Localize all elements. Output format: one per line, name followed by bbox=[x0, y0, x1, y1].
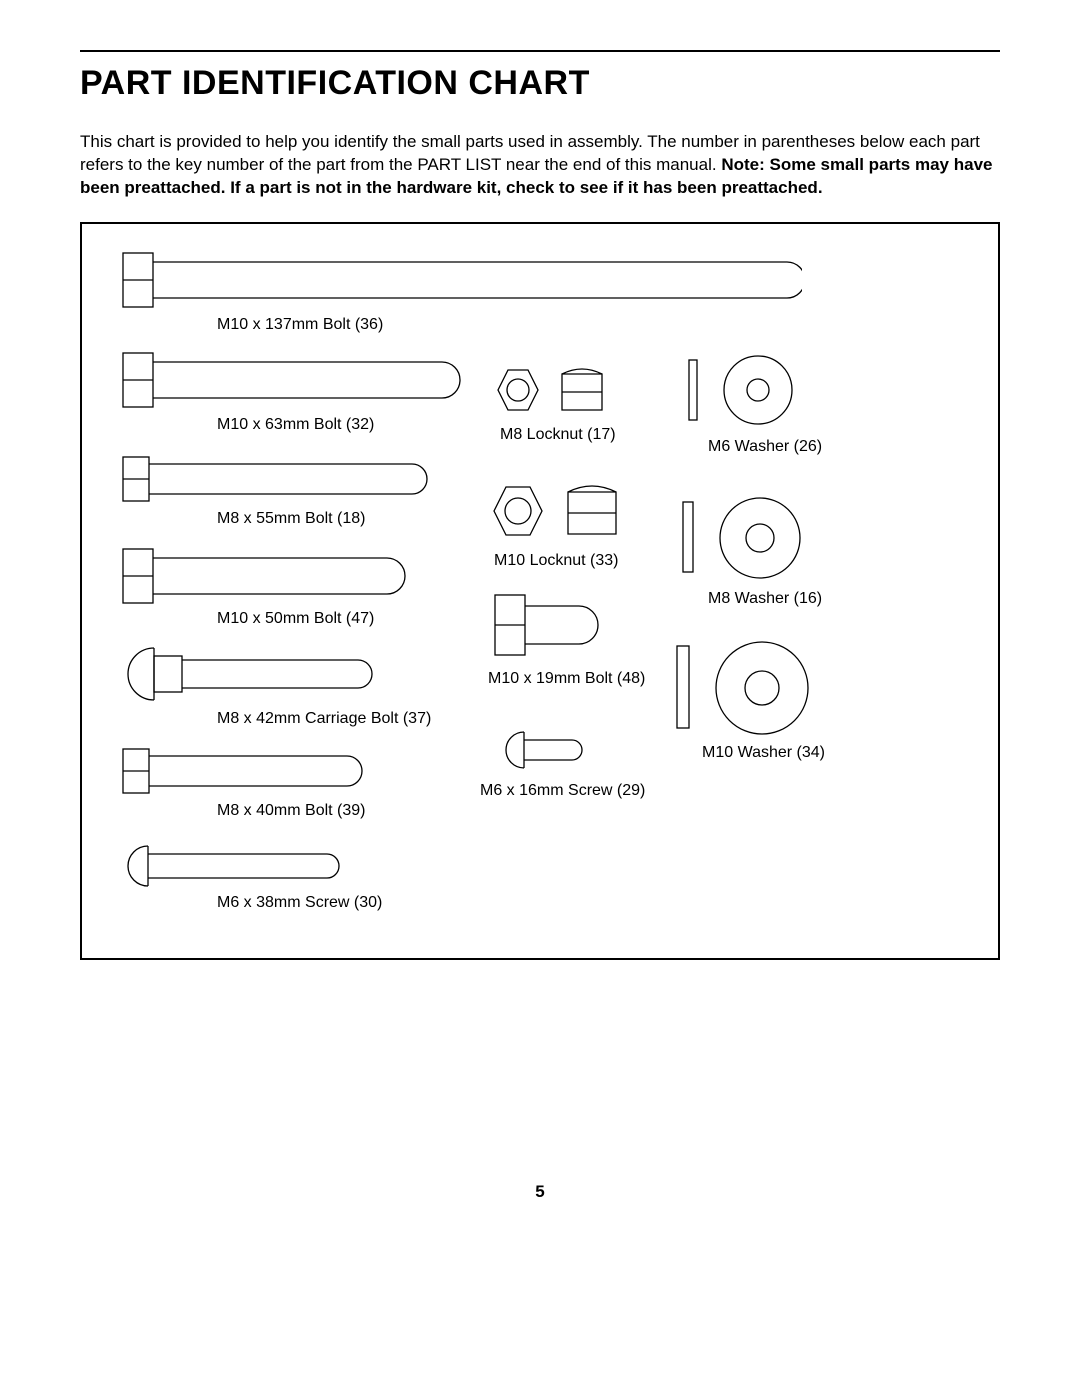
washer-icon bbox=[682, 496, 812, 580]
part-bolt-63: M10 x 63mm Bolt (32) bbox=[122, 352, 462, 410]
part-bolt-55: M8 x 55mm Bolt (18) bbox=[122, 456, 432, 504]
part-label: M8 x 42mm Carriage Bolt (37) bbox=[217, 710, 431, 728]
carriage-bolt-icon bbox=[122, 644, 382, 706]
screw-icon bbox=[122, 842, 352, 890]
part-washer-m8: M8 Washer (16) bbox=[682, 496, 812, 580]
page-number: 5 bbox=[0, 1182, 1080, 1202]
locknut-icon bbox=[478, 476, 628, 546]
bolt-icon bbox=[122, 352, 462, 410]
part-label: M10 Washer (34) bbox=[702, 744, 825, 762]
part-label: M6 Washer (26) bbox=[708, 438, 822, 456]
part-bolt-40: M8 x 40mm Bolt (39) bbox=[122, 748, 372, 796]
top-rule bbox=[80, 50, 1000, 52]
part-label: M8 Locknut (17) bbox=[500, 426, 616, 444]
part-screw-16: M6 x 16mm Screw (29) bbox=[502, 726, 592, 776]
page-title: PART IDENTIFICATION CHART bbox=[80, 64, 1000, 103]
part-label: M8 x 40mm Bolt (39) bbox=[217, 802, 365, 820]
locknut-icon bbox=[482, 360, 612, 420]
part-label: M10 x 137mm Bolt (36) bbox=[217, 316, 383, 334]
bolt-icon bbox=[122, 456, 432, 504]
part-washer-m10: M10 Washer (34) bbox=[676, 640, 820, 736]
part-locknut-m8: M8 Locknut (17) bbox=[482, 360, 612, 420]
part-locknut-m10: M10 Locknut (33) bbox=[478, 476, 628, 546]
part-label: M10 x 63mm Bolt (32) bbox=[217, 416, 374, 434]
part-carriage-42: M8 x 42mm Carriage Bolt (37) bbox=[122, 644, 382, 706]
screw-icon bbox=[502, 726, 592, 776]
part-label: M8 Washer (16) bbox=[708, 590, 822, 608]
part-screw-38: M6 x 38mm Screw (30) bbox=[122, 842, 352, 890]
page: PART IDENTIFICATION CHART This chart is … bbox=[0, 0, 1080, 1397]
part-washer-m6: M6 Washer (26) bbox=[688, 354, 808, 428]
bolt-icon bbox=[122, 548, 412, 606]
part-label: M10 x 19mm Bolt (48) bbox=[488, 670, 645, 688]
bolt-icon bbox=[122, 748, 372, 796]
bolt-icon bbox=[122, 252, 802, 310]
part-label: M8 x 55mm Bolt (18) bbox=[217, 510, 365, 528]
part-label: M10 Locknut (33) bbox=[494, 552, 619, 570]
part-label: M6 x 16mm Screw (29) bbox=[480, 782, 645, 800]
intro-paragraph: This chart is provided to help you ident… bbox=[80, 131, 1000, 200]
bolt-icon bbox=[494, 594, 604, 664]
part-label: M10 x 50mm Bolt (47) bbox=[217, 610, 374, 628]
part-bolt-137: M10 x 137mm Bolt (36) bbox=[122, 252, 802, 310]
part-label: M6 x 38mm Screw (30) bbox=[217, 894, 382, 912]
washer-icon bbox=[676, 640, 820, 736]
chart-box: M10 x 137mm Bolt (36) M10 x 63mm Bolt (3… bbox=[80, 222, 1000, 960]
washer-icon bbox=[688, 354, 808, 428]
part-bolt-19: M10 x 19mm Bolt (48) bbox=[494, 594, 604, 664]
part-bolt-50: M10 x 50mm Bolt (47) bbox=[122, 548, 412, 606]
